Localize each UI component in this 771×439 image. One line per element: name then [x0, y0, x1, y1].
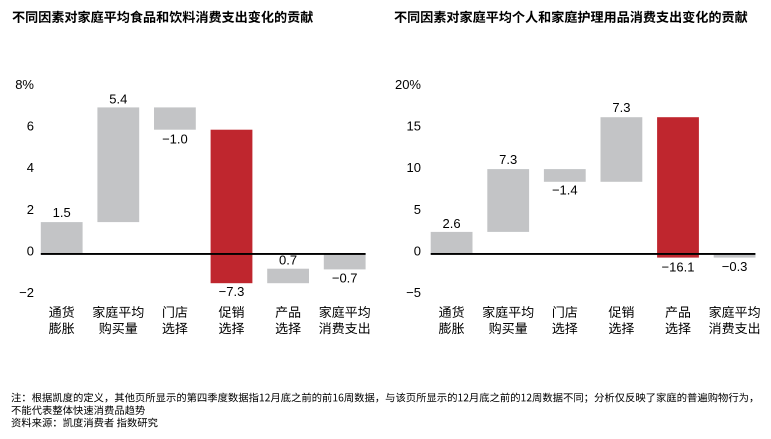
svg-text:1.5: 1.5 — [53, 205, 71, 220]
svg-text:5: 5 — [414, 202, 421, 217]
svg-text:20%: 20% — [395, 77, 421, 92]
svg-text:−2: −2 — [19, 285, 34, 300]
svg-text:7.3: 7.3 — [612, 100, 630, 115]
svg-text:−0.3: −0.3 — [722, 259, 748, 274]
svg-text:2.6: 2.6 — [443, 216, 461, 231]
svg-text:−5: −5 — [406, 285, 421, 300]
svg-text:0: 0 — [414, 243, 421, 258]
svg-text:7.3: 7.3 — [499, 152, 517, 167]
svg-text:−1.0: −1.0 — [162, 131, 188, 146]
svg-text:0: 0 — [27, 243, 34, 258]
svg-text:8%: 8% — [15, 77, 34, 92]
svg-text:10: 10 — [407, 160, 421, 175]
svg-text:6: 6 — [27, 119, 34, 134]
svg-text:4: 4 — [27, 160, 34, 175]
svg-text:0.7: 0.7 — [279, 253, 297, 268]
svg-text:−7.3: −7.3 — [219, 284, 245, 299]
svg-text:2: 2 — [27, 202, 34, 217]
svg-text:−0.7: −0.7 — [332, 271, 358, 286]
svg-text:15: 15 — [407, 119, 421, 134]
svg-text:5.4: 5.4 — [109, 91, 127, 106]
svg-text:−16.1: −16.1 — [662, 259, 695, 274]
svg-text:−1.4: −1.4 — [552, 183, 578, 198]
